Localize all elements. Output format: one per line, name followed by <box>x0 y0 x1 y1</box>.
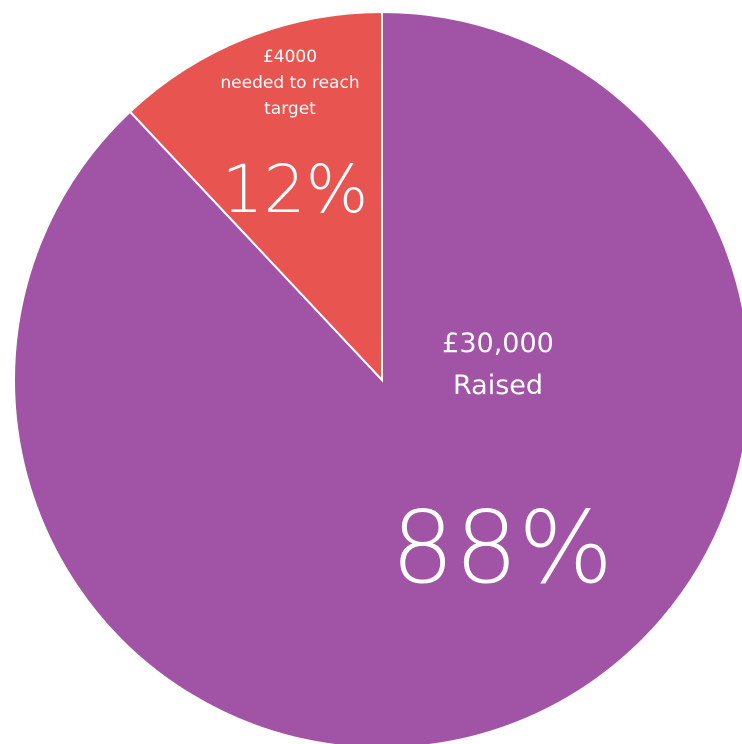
needed-caption-line-2: target <box>264 99 316 119</box>
needed-amount-label: £4000 <box>263 47 317 67</box>
raised-caption-label: Raised <box>453 370 543 401</box>
needed-percent-label: 12% <box>222 151 369 228</box>
raised-amount-label: £30,000 <box>442 328 554 359</box>
pie-slice-needed <box>128 10 383 383</box>
raised-percent-label: 88% <box>391 489 613 606</box>
needed-caption-line-1: needed to reach <box>220 73 359 93</box>
pie-labels: £30,000 Raised 88% £4000 needed to reach… <box>220 47 613 606</box>
pie-slice-raised <box>13 10 742 744</box>
pie-slices <box>13 10 742 744</box>
